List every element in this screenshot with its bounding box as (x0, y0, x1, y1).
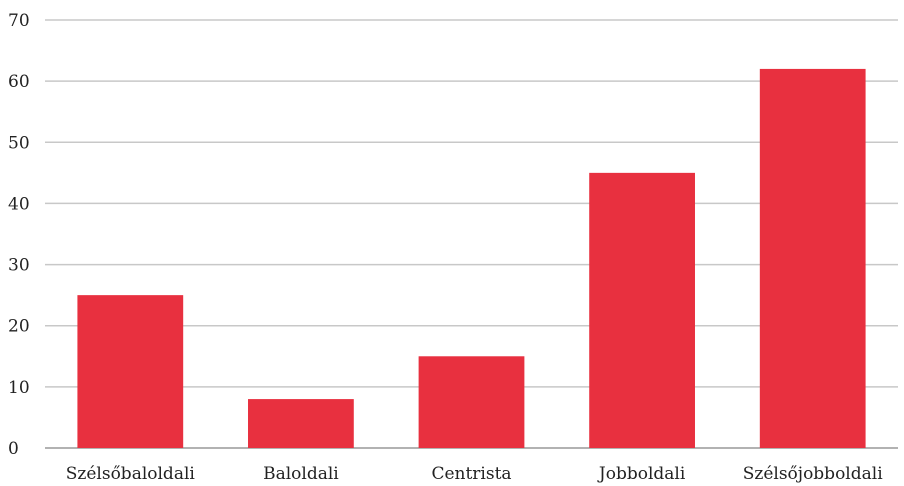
x-category-label: Szélsőjobboldali (743, 464, 883, 484)
bar (418, 356, 525, 448)
y-tick-label: 10 (8, 378, 30, 398)
bars (77, 68, 866, 449)
bar (759, 68, 866, 449)
y-tick-label: 40 (8, 194, 30, 214)
bar (589, 172, 695, 448)
y-axis-ticks: 0 10 20 30 40 50 60 70 (8, 11, 30, 459)
y-tick-label: 30 (8, 256, 30, 276)
x-category-label: Szélsőbaloldali (66, 464, 196, 484)
y-tick-label: 60 (8, 72, 30, 92)
gridlines (45, 19, 898, 449)
x-category-label: Centrista (431, 464, 511, 484)
bar (248, 399, 354, 448)
bar (77, 295, 184, 448)
x-category-label: Jobboldali (597, 464, 686, 484)
y-tick-label: 70 (8, 11, 30, 31)
x-axis-labels: Szélsőbaloldali Baloldali Centrista Jobbold… (66, 464, 883, 484)
y-tick-label: 20 (8, 317, 30, 337)
y-tick-label: 0 (8, 439, 19, 459)
y-tick-label: 50 (8, 133, 30, 153)
x-category-label: Baloldali (263, 464, 339, 484)
